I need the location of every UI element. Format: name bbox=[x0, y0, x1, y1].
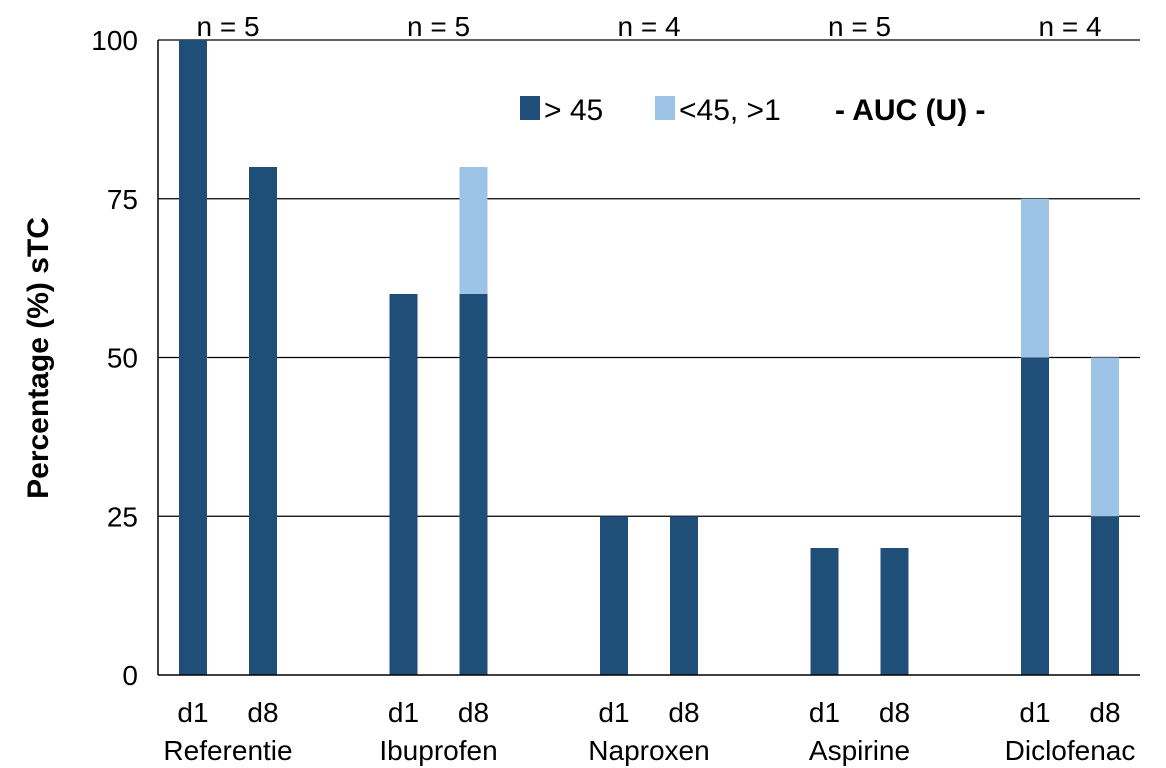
legend-note-auc: - AUC (U) - bbox=[835, 94, 986, 127]
n-label-diclofenac: n = 4 bbox=[1038, 11, 1101, 42]
x-tick-ibuprofen-d1: d1 bbox=[388, 697, 419, 728]
bar-aspirine-d8-series-0 bbox=[880, 548, 909, 675]
bar-naproxen-d8-series-0 bbox=[670, 516, 698, 675]
bar-naproxen-d1-series-0 bbox=[600, 516, 628, 675]
legend: > 45 <45, >1 - AUC (U) - bbox=[520, 94, 986, 127]
n-label-ibuprofen: n = 5 bbox=[407, 11, 470, 42]
x-tick-ibuprofen-d8: d8 bbox=[458, 697, 489, 728]
n-label-referentie: n = 5 bbox=[196, 11, 259, 42]
y-tick-labels: 0 25 50 75 100 bbox=[91, 25, 138, 691]
bar-ibuprofen-d1-series-0 bbox=[389, 294, 418, 675]
legend-label-gt45: > 45 bbox=[544, 94, 603, 127]
bar-diclofenac-d1-series-1 bbox=[1021, 198, 1049, 358]
group-label-referentie: Referentie bbox=[163, 735, 292, 766]
x-tick-diclofenac-d8: d8 bbox=[1089, 697, 1120, 728]
y-tick-50: 50 bbox=[107, 343, 138, 374]
legend-swatch-lt45 bbox=[655, 96, 675, 120]
y-tick-0: 0 bbox=[122, 660, 138, 691]
n-labels: n = 5 n = 5 n = 4 n = 5 n = 4 bbox=[196, 11, 1101, 42]
y-axis-label: Percentage (%) sTC bbox=[22, 217, 55, 499]
axes bbox=[157, 40, 1140, 676]
x-tick-naproxen-d8: d8 bbox=[668, 697, 699, 728]
bar-diclofenac-d8-series-0 bbox=[1091, 516, 1119, 675]
group-label-ibuprofen: Ibuprofen bbox=[379, 735, 497, 766]
x-labels: d1 d8 Referentie d1 d8 Ibuprofen d1 d8 Naproxen d… bbox=[163, 697, 1135, 766]
x-tick-aspirine-d1: d1 bbox=[809, 697, 840, 728]
bars bbox=[179, 40, 1119, 675]
bar-referentie-d8-series-0 bbox=[249, 167, 277, 675]
x-tick-referentie-d1: d1 bbox=[177, 697, 208, 728]
gridlines bbox=[158, 39, 1140, 517]
bar-referentie-d1-series-0 bbox=[179, 40, 207, 675]
bar-aspirine-d1-series-0 bbox=[810, 548, 839, 675]
x-tick-referentie-d8: d8 bbox=[247, 697, 278, 728]
group-label-naproxen: Naproxen bbox=[588, 735, 709, 766]
bar-ibuprofen-d8-series-0 bbox=[459, 294, 488, 675]
y-tick-75: 75 bbox=[107, 184, 138, 215]
x-tick-aspirine-d8: d8 bbox=[879, 697, 910, 728]
y-tick-25: 25 bbox=[107, 501, 138, 532]
legend-swatch-gt45 bbox=[520, 96, 540, 120]
bar-diclofenac-d1-series-0 bbox=[1021, 357, 1049, 675]
n-label-naproxen: n = 4 bbox=[617, 11, 680, 42]
x-tick-naproxen-d1: d1 bbox=[598, 697, 629, 728]
n-label-aspirine: n = 5 bbox=[828, 11, 891, 42]
legend-label-lt45: <45, >1 bbox=[679, 94, 781, 127]
bar-ibuprofen-d8-series-1 bbox=[459, 167, 488, 294]
x-tick-diclofenac-d1: d1 bbox=[1019, 697, 1050, 728]
y-tick-100: 100 bbox=[91, 25, 138, 56]
bar-diclofenac-d8-series-1 bbox=[1091, 357, 1119, 517]
group-label-diclofenac: Diclofenac bbox=[1005, 735, 1136, 766]
group-label-aspirine: Aspirine bbox=[809, 735, 910, 766]
